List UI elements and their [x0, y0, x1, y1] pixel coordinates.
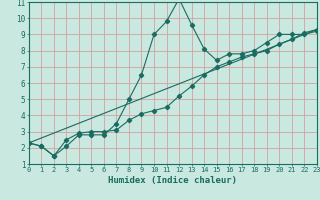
X-axis label: Humidex (Indice chaleur): Humidex (Indice chaleur) — [108, 176, 237, 185]
